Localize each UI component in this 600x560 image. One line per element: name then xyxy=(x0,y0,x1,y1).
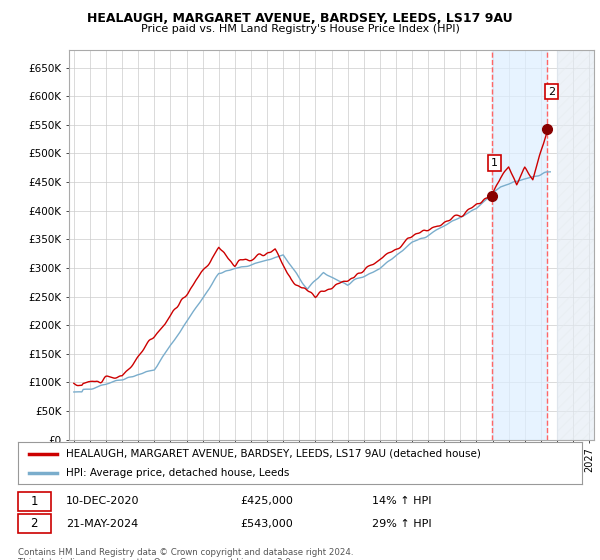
Text: 21-MAY-2024: 21-MAY-2024 xyxy=(66,519,138,529)
Text: Price paid vs. HM Land Registry's House Price Index (HPI): Price paid vs. HM Land Registry's House … xyxy=(140,24,460,34)
Text: 2: 2 xyxy=(548,87,556,97)
Text: 14% ↑ HPI: 14% ↑ HPI xyxy=(372,496,431,506)
Text: 1: 1 xyxy=(491,158,498,168)
Bar xyxy=(492,50,547,440)
Text: £425,000: £425,000 xyxy=(240,496,293,506)
Text: HEALAUGH, MARGARET AVENUE, BARDSEY, LEEDS, LS17 9AU (detached house): HEALAUGH, MARGARET AVENUE, BARDSEY, LEED… xyxy=(66,449,481,459)
Bar xyxy=(557,50,597,440)
Text: £543,000: £543,000 xyxy=(240,519,293,529)
Bar xyxy=(557,50,597,440)
Text: 1: 1 xyxy=(31,494,38,508)
Text: HPI: Average price, detached house, Leeds: HPI: Average price, detached house, Leed… xyxy=(66,468,289,478)
Text: Contains HM Land Registry data © Crown copyright and database right 2024.
This d: Contains HM Land Registry data © Crown c… xyxy=(18,548,353,560)
Text: 29% ↑ HPI: 29% ↑ HPI xyxy=(372,519,431,529)
Text: 10-DEC-2020: 10-DEC-2020 xyxy=(66,496,139,506)
Text: 2: 2 xyxy=(31,517,38,530)
Text: HEALAUGH, MARGARET AVENUE, BARDSEY, LEEDS, LS17 9AU: HEALAUGH, MARGARET AVENUE, BARDSEY, LEED… xyxy=(87,12,513,25)
